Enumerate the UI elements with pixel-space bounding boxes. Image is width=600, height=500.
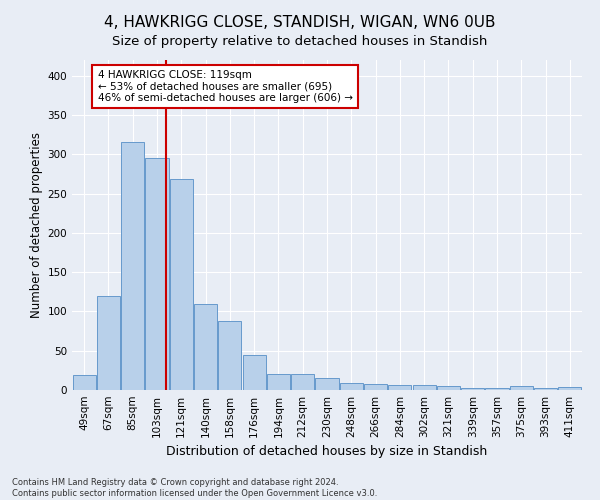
Bar — [121, 142, 144, 390]
Bar — [559, 387, 581, 390]
Text: Size of property relative to detached houses in Standish: Size of property relative to detached ho… — [112, 35, 488, 48]
Bar — [267, 374, 290, 390]
Bar — [485, 388, 509, 390]
X-axis label: Distribution of detached houses by size in Standish: Distribution of detached houses by size … — [166, 446, 488, 458]
Bar — [461, 388, 484, 390]
Bar — [340, 383, 363, 390]
Bar — [242, 354, 266, 390]
Bar — [218, 321, 241, 390]
Bar — [97, 296, 120, 390]
Bar — [413, 386, 436, 390]
Bar — [437, 386, 460, 390]
Bar — [194, 304, 217, 390]
Bar — [534, 388, 557, 390]
Text: 4, HAWKRIGG CLOSE, STANDISH, WIGAN, WN6 0UB: 4, HAWKRIGG CLOSE, STANDISH, WIGAN, WN6 … — [104, 15, 496, 30]
Text: Contains HM Land Registry data © Crown copyright and database right 2024.
Contai: Contains HM Land Registry data © Crown c… — [12, 478, 377, 498]
Bar — [388, 384, 412, 390]
Bar — [170, 180, 193, 390]
Bar — [145, 158, 169, 390]
Text: 4 HAWKRIGG CLOSE: 119sqm
← 53% of detached houses are smaller (695)
46% of semi-: 4 HAWKRIGG CLOSE: 119sqm ← 53% of detach… — [97, 70, 353, 103]
Y-axis label: Number of detached properties: Number of detached properties — [30, 132, 43, 318]
Bar — [364, 384, 387, 390]
Bar — [316, 378, 338, 390]
Bar — [73, 375, 95, 390]
Bar — [291, 374, 314, 390]
Bar — [510, 386, 533, 390]
